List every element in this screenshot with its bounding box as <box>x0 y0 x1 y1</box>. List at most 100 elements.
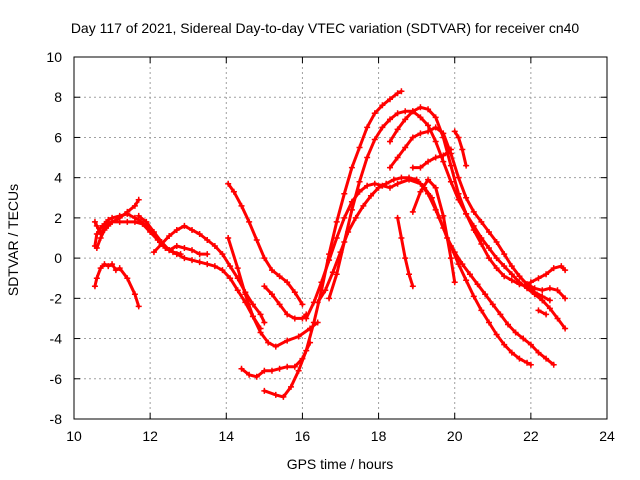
data-point-arc-m <box>535 349 542 356</box>
data-point-arc-j <box>291 363 298 370</box>
y-tick-label: 4 <box>54 170 62 186</box>
data-point-arc-f <box>150 249 157 256</box>
data-point-arc-a <box>109 261 116 268</box>
data-point-arc-s <box>447 146 454 153</box>
data-point-arc-i <box>234 265 241 272</box>
data-point-arc-c <box>124 218 131 225</box>
data-traces <box>91 88 569 400</box>
data-point-arc-a <box>131 291 138 298</box>
data-point-arc-k <box>371 110 378 117</box>
y-axis-label: SDTVAR / TECUs <box>5 184 21 296</box>
x-tick-label: 10 <box>66 428 82 444</box>
data-point-arc-t <box>451 128 458 135</box>
data-point-arc-p <box>409 108 416 115</box>
data-point-arc-a <box>91 283 98 290</box>
data-point-arc-i <box>272 343 279 350</box>
data-point-arc-q <box>406 271 413 278</box>
data-point-arc-n <box>371 136 378 143</box>
data-point-arc-f <box>227 263 234 270</box>
data-point-arc-d <box>131 202 138 209</box>
y-tick-label: 2 <box>54 210 62 226</box>
data-point-arc-a <box>97 265 104 272</box>
data-point-arc-i <box>295 333 302 340</box>
data-point-arc-k <box>398 88 405 95</box>
data-point-arc-q <box>402 255 409 262</box>
data-point-arc-n <box>554 315 561 322</box>
data-point-arc-a <box>105 263 112 270</box>
data-point-arc-k <box>341 190 348 197</box>
data-point-arc-s <box>425 158 432 165</box>
data-point-arc-g <box>299 301 306 308</box>
data-point-arc-m <box>459 261 466 268</box>
data-point-arc-o <box>485 228 492 235</box>
data-point-arc-m <box>390 176 397 183</box>
y-tick-label: -2 <box>50 290 63 306</box>
data-point-arc-e <box>234 287 241 294</box>
data-point-arc-m <box>314 299 321 306</box>
data-point-arc-c <box>91 218 98 225</box>
data-point-arc-l <box>524 359 531 366</box>
data-point-arc-j <box>276 365 283 372</box>
data-point-arc-g <box>276 273 283 280</box>
data-point-arc-j <box>238 365 245 372</box>
data-point-arc-k <box>295 367 302 374</box>
data-point-arc-m <box>512 329 519 336</box>
data-point-arc-l <box>493 331 500 338</box>
data-point-arc-g <box>268 267 275 274</box>
data-point-arc-p <box>417 104 424 111</box>
data-point-arc-m <box>497 311 504 318</box>
data-point-arc-b <box>189 247 196 254</box>
data-point-arc-f <box>249 301 256 308</box>
data-point-arc-h <box>276 301 283 308</box>
data-point-arc-k <box>333 218 340 225</box>
data-point-arc-k <box>303 347 310 354</box>
series-arc-q <box>396 216 415 288</box>
data-point-arc-a <box>93 275 100 282</box>
data-point-arc-g <box>225 180 232 187</box>
data-point-arc-m <box>505 321 512 328</box>
data-point-arc-o <box>478 218 485 225</box>
data-point-arc-k <box>364 124 371 131</box>
data-point-arc-n <box>485 245 492 252</box>
data-point-arc-n <box>394 110 401 117</box>
data-point-arc-p <box>493 265 500 272</box>
data-point-arc-m <box>406 174 413 181</box>
data-point-arc-k <box>280 393 287 400</box>
data-point-arc-f <box>189 226 196 233</box>
data-point-arc-m <box>466 271 473 278</box>
data-point-arc-q <box>394 214 401 221</box>
x-tick-label: 20 <box>447 428 463 444</box>
data-point-arc-m <box>329 269 336 276</box>
data-point-arc-m <box>474 281 481 288</box>
data-point-arc-o <box>508 263 515 270</box>
data-point-arc-m <box>360 202 367 209</box>
data-point-arc-l <box>341 214 348 221</box>
data-point-arc-o <box>386 164 393 171</box>
x-tick-label: 12 <box>142 428 158 444</box>
data-point-arc-k <box>356 144 363 151</box>
data-point-arc-d <box>97 235 104 241</box>
data-point-arc-v <box>543 311 550 318</box>
data-point-arc-j <box>268 367 275 374</box>
data-point-arc-p <box>394 126 401 133</box>
data-point-arc-k <box>310 319 317 326</box>
data-point-arc-r <box>440 212 447 219</box>
data-point-arc-a <box>112 267 119 274</box>
data-point-arc-d <box>109 218 116 225</box>
data-point-arc-k <box>348 164 355 171</box>
data-point-arc-k <box>386 96 393 103</box>
data-point-arc-n <box>379 124 386 131</box>
data-point-arc-n <box>562 325 569 332</box>
data-point-arc-j <box>284 363 291 370</box>
data-point-arc-n <box>386 116 393 123</box>
data-point-arc-l <box>527 361 534 368</box>
data-point-arc-l <box>333 235 340 241</box>
x-tick-label: 24 <box>599 428 615 444</box>
data-point-arc-u <box>531 289 538 296</box>
data-point-arc-t <box>459 146 466 153</box>
data-point-arc-m <box>383 180 390 187</box>
data-point-arc-l <box>508 349 515 356</box>
data-point-arc-n <box>356 178 363 185</box>
data-point-arc-p <box>455 190 462 197</box>
data-point-arc-p <box>478 241 485 248</box>
